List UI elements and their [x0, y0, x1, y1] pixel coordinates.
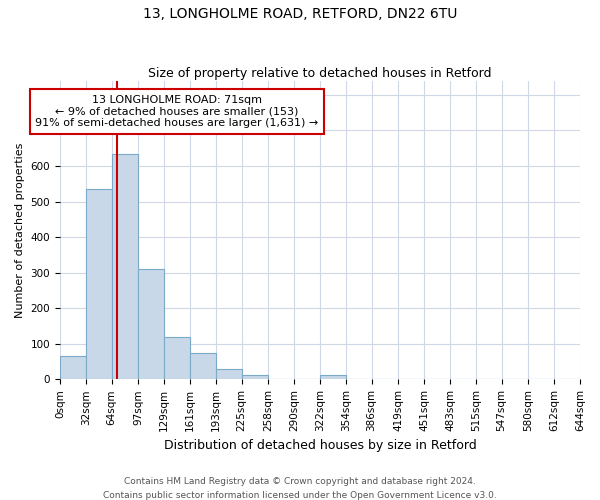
Bar	[164, 336, 190, 380]
Bar	[320, 374, 346, 380]
Bar	[86, 189, 112, 380]
Bar	[60, 356, 86, 380]
Y-axis label: Number of detached properties: Number of detached properties	[15, 142, 25, 318]
Bar	[112, 154, 138, 380]
Bar	[190, 352, 216, 380]
Title: Size of property relative to detached houses in Retford: Size of property relative to detached ho…	[148, 66, 492, 80]
Text: 13 LONGHOLME ROAD: 71sqm
← 9% of detached houses are smaller (153)
91% of semi-d: 13 LONGHOLME ROAD: 71sqm ← 9% of detache…	[35, 95, 319, 128]
Bar	[242, 374, 268, 380]
X-axis label: Distribution of detached houses by size in Retford: Distribution of detached houses by size …	[164, 440, 476, 452]
Bar	[138, 269, 164, 380]
Text: Contains HM Land Registry data © Crown copyright and database right 2024.
Contai: Contains HM Land Registry data © Crown c…	[103, 478, 497, 500]
Text: 13, LONGHOLME ROAD, RETFORD, DN22 6TU: 13, LONGHOLME ROAD, RETFORD, DN22 6TU	[143, 8, 457, 22]
Bar	[216, 368, 242, 380]
